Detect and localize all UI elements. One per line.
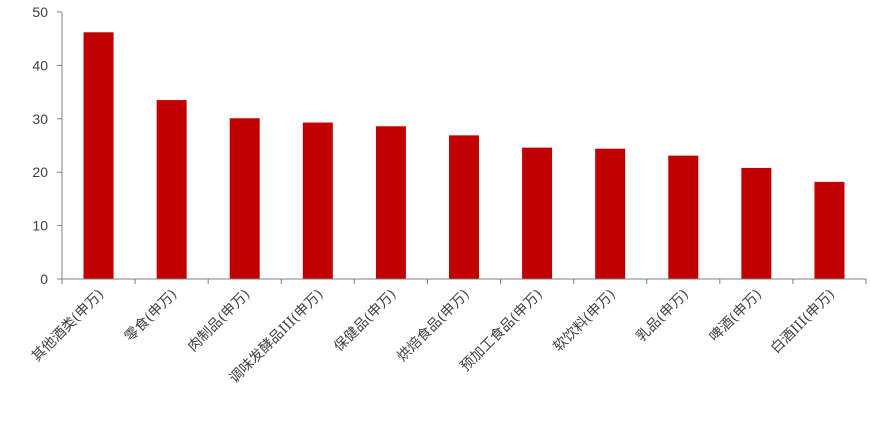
- bar: [668, 155, 699, 279]
- y-tick-label: 30: [32, 111, 48, 127]
- y-tick-label: 50: [32, 4, 48, 20]
- x-category-label: 烘焙食品(申万): [394, 286, 473, 365]
- x-axis: [61, 278, 867, 284]
- x-category-label: 啤酒(申万): [707, 287, 766, 346]
- y-tick-label: 10: [32, 218, 48, 234]
- x-category-label: 白酒III(申万): [768, 287, 838, 357]
- y-tick-label: 40: [32, 57, 48, 73]
- x-category-label: 零食(申万): [121, 286, 180, 345]
- x-category-label: 其他酒类(申万): [29, 287, 107, 365]
- bar: [83, 32, 114, 280]
- bar: [375, 126, 406, 279]
- bar: [595, 148, 626, 279]
- bar: [449, 135, 479, 279]
- bar: [814, 181, 845, 279]
- bar: [741, 167, 772, 279]
- x-category-label: 肉制品(申万): [185, 287, 254, 356]
- y-tick-label: 20: [32, 164, 48, 180]
- x-category-label: 软饮料(申万): [550, 287, 619, 356]
- y-tick-label: 0: [40, 271, 48, 287]
- bar: [229, 118, 260, 280]
- x-category-label: 乳品(申万): [633, 287, 692, 346]
- y-tick-labels: 0 10 20 30 40 50: [32, 4, 48, 287]
- x-tick-labels: 其他酒类(申万) 零食(申万) 肉制品(申万)调味发酵品III(申万) 保健品(申万)…: [29, 286, 838, 387]
- y-axis: [57, 11, 63, 280]
- x-category-label: 保健品(申万): [331, 287, 400, 356]
- bar: [156, 100, 187, 279]
- bar: [302, 122, 333, 280]
- bar: [522, 147, 553, 279]
- bars-group: [83, 32, 845, 280]
